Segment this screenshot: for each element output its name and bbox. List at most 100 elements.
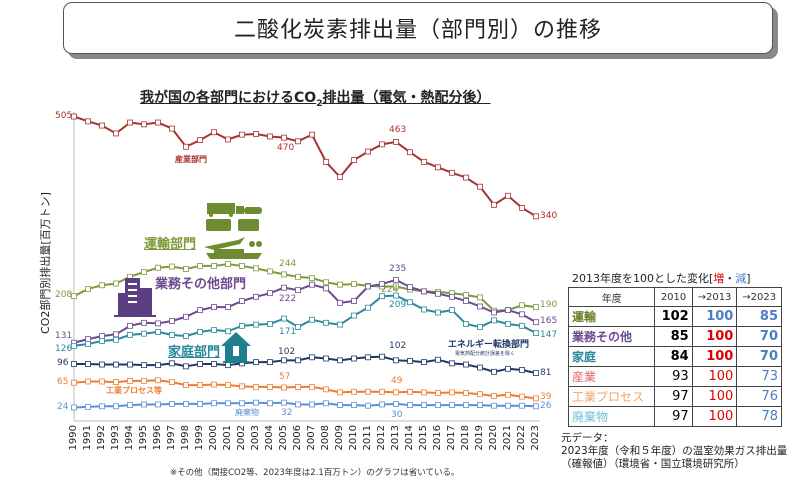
row-value: 78 <box>736 406 782 427</box>
x-tick-label: 2011 <box>362 425 373 451</box>
data-point <box>365 148 371 155</box>
table-title-decrease: 減 <box>735 272 747 285</box>
data-point <box>85 341 91 347</box>
source-line-2: 2023年度（令和５年度）の温室効果ガス排出量 <box>561 445 788 457</box>
label-transport-1990: 208 <box>55 290 73 300</box>
label-industry-2005: 470 <box>277 143 295 153</box>
data-point <box>225 304 231 310</box>
data-point <box>183 363 189 370</box>
series-line <box>73 379 537 400</box>
data-point <box>309 275 315 281</box>
data-point <box>519 204 525 211</box>
data-point <box>225 382 231 389</box>
data-point <box>449 293 455 300</box>
series-label-commercial: 業務その他部門 <box>155 277 247 292</box>
series-line <box>74 355 537 374</box>
x-tick-label: 1994 <box>124 425 135 451</box>
data-point <box>211 361 217 367</box>
data-point <box>365 304 371 311</box>
data-point <box>519 322 525 329</box>
data-point <box>351 355 357 362</box>
data-point <box>267 400 273 407</box>
data-point <box>477 391 483 398</box>
data-point <box>421 389 427 396</box>
series-line <box>73 294 537 347</box>
data-point <box>127 332 133 338</box>
table-title-close: ] <box>746 272 751 285</box>
row-sector: 廃棄物 <box>567 406 656 427</box>
data-point <box>463 174 469 181</box>
data-point <box>323 279 329 286</box>
data-point <box>435 290 441 297</box>
data-point <box>379 401 385 408</box>
data-point <box>309 131 315 138</box>
data-point <box>337 402 343 408</box>
data-point <box>449 307 455 314</box>
data-point <box>71 379 77 386</box>
data-point <box>211 381 217 388</box>
data-point <box>113 280 119 287</box>
data-point <box>505 307 511 314</box>
data-point <box>491 368 497 375</box>
transport-icon <box>204 203 262 259</box>
data-point <box>183 400 189 407</box>
table-title-increase: 増 <box>713 272 725 285</box>
data-point <box>267 384 273 390</box>
row-sector: 工業プロセス <box>567 386 656 407</box>
label-process-2023: 39 <box>540 392 552 402</box>
data-point <box>463 292 469 298</box>
data-point <box>127 377 133 384</box>
source-line-3: （確報値）（環境省・国立環境研究所） <box>561 458 745 470</box>
data-point <box>393 292 399 299</box>
data-point <box>477 303 483 310</box>
data-point <box>197 307 203 314</box>
label-commercial-2005: 222 <box>279 294 297 304</box>
x-tick-label: 2016 <box>432 425 443 451</box>
label-waste-2023: 26 <box>540 401 552 411</box>
data-point <box>281 315 287 322</box>
row-value: 93 <box>654 366 693 387</box>
data-point <box>323 158 329 165</box>
x-tick-label: 2014 <box>404 425 415 451</box>
data-point <box>519 393 525 400</box>
data-point <box>197 382 203 389</box>
data-point <box>169 125 175 132</box>
data-point <box>295 324 301 330</box>
data-point <box>393 276 399 283</box>
house-icon <box>221 332 251 363</box>
row-value: 100 <box>691 326 738 347</box>
x-tick-label: 1999 <box>194 425 205 451</box>
x-tick-label: 2020 <box>488 425 499 451</box>
data-point <box>225 400 231 407</box>
data-point <box>533 330 539 336</box>
data-point <box>85 336 91 343</box>
data-point <box>197 400 203 407</box>
label-process-1990: 65 <box>57 377 69 387</box>
x-tick-label: 2001 <box>222 425 233 451</box>
data-point <box>435 402 441 408</box>
header-year: 年度 <box>567 287 656 307</box>
data-point <box>183 333 189 340</box>
series-label-energy: エネルギー転換部門 <box>448 340 530 350</box>
data-point <box>253 293 259 300</box>
data-point <box>351 402 357 408</box>
x-tick-label: 2013 <box>390 425 401 451</box>
chart-title: 我が国の各部門におけるCO2排出量（電気・熱配分後） <box>140 87 490 109</box>
data-point <box>463 298 469 304</box>
data-point <box>155 119 161 126</box>
data-point <box>211 263 217 269</box>
data-point <box>113 379 119 385</box>
data-point <box>155 328 161 335</box>
row-value: 97 <box>654 406 693 427</box>
data-point <box>155 320 161 327</box>
data-point <box>113 130 119 137</box>
data-point <box>337 321 343 328</box>
x-tick-label: 2010 <box>348 425 359 451</box>
series-line <box>73 115 537 218</box>
data-point <box>407 402 413 408</box>
data-point <box>533 304 539 310</box>
data-point <box>127 119 133 126</box>
x-tick-label: 1992 <box>96 425 107 451</box>
series-label-process: 工業プロセス等 <box>106 386 162 395</box>
data-point <box>155 362 161 369</box>
